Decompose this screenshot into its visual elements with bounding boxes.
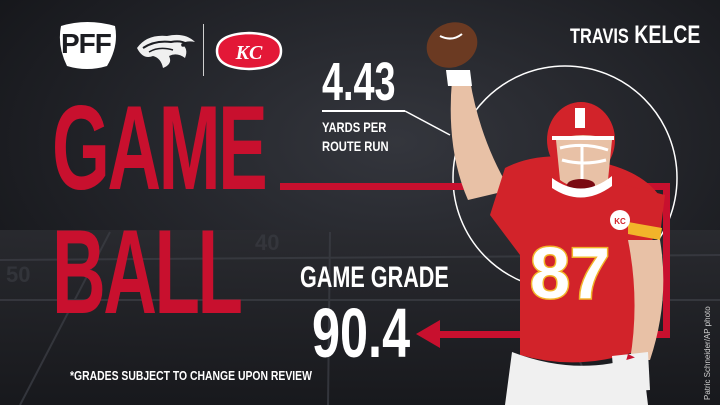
- pff-logo: PFF: [57, 20, 119, 72]
- player-first-name: Travis: [570, 25, 629, 48]
- stat-label-line1: YARDS PER: [322, 119, 387, 135]
- stat-underline: [322, 110, 405, 112]
- player-image: KC 87: [426, 22, 665, 405]
- stat-value: 4.43: [322, 52, 396, 112]
- red-bar-right: [663, 183, 670, 338]
- svg-text:50: 50: [6, 262, 30, 287]
- headline-game: GAME: [52, 81, 268, 215]
- photo-credit: Patric Schneider/AP photo: [703, 306, 712, 400]
- pff-logo-text: PFF: [61, 28, 112, 59]
- field-numbers: 50 40: [6, 230, 279, 287]
- player-name: Travis KELCE: [570, 20, 700, 52]
- broncos-logo: [137, 34, 195, 68]
- player-last-name: KELCE: [634, 21, 701, 49]
- chest-logo-text: KC: [614, 217, 626, 226]
- grade-disclaimer: *GRADES SUBJECT TO CHANGE UPON REVIEW: [70, 368, 312, 383]
- svg-text:40: 40: [255, 230, 279, 255]
- football: [426, 22, 478, 68]
- stat-label-line2: ROUTE RUN: [322, 138, 389, 154]
- chiefs-logo-text: KC: [235, 42, 263, 64]
- stat-label: YARDS PER ROUTE RUN: [322, 118, 442, 156]
- logo-divider: [203, 24, 204, 76]
- stat-leader-line: [404, 110, 451, 136]
- jersey-number: 87: [530, 234, 610, 314]
- red-arrow-head: [416, 320, 440, 348]
- chiefs-logo: KC: [215, 31, 283, 71]
- grade-value: 90.4: [312, 294, 411, 372]
- headline-ball: BALL: [52, 205, 243, 339]
- grade-label: GAME GRADE: [300, 261, 449, 294]
